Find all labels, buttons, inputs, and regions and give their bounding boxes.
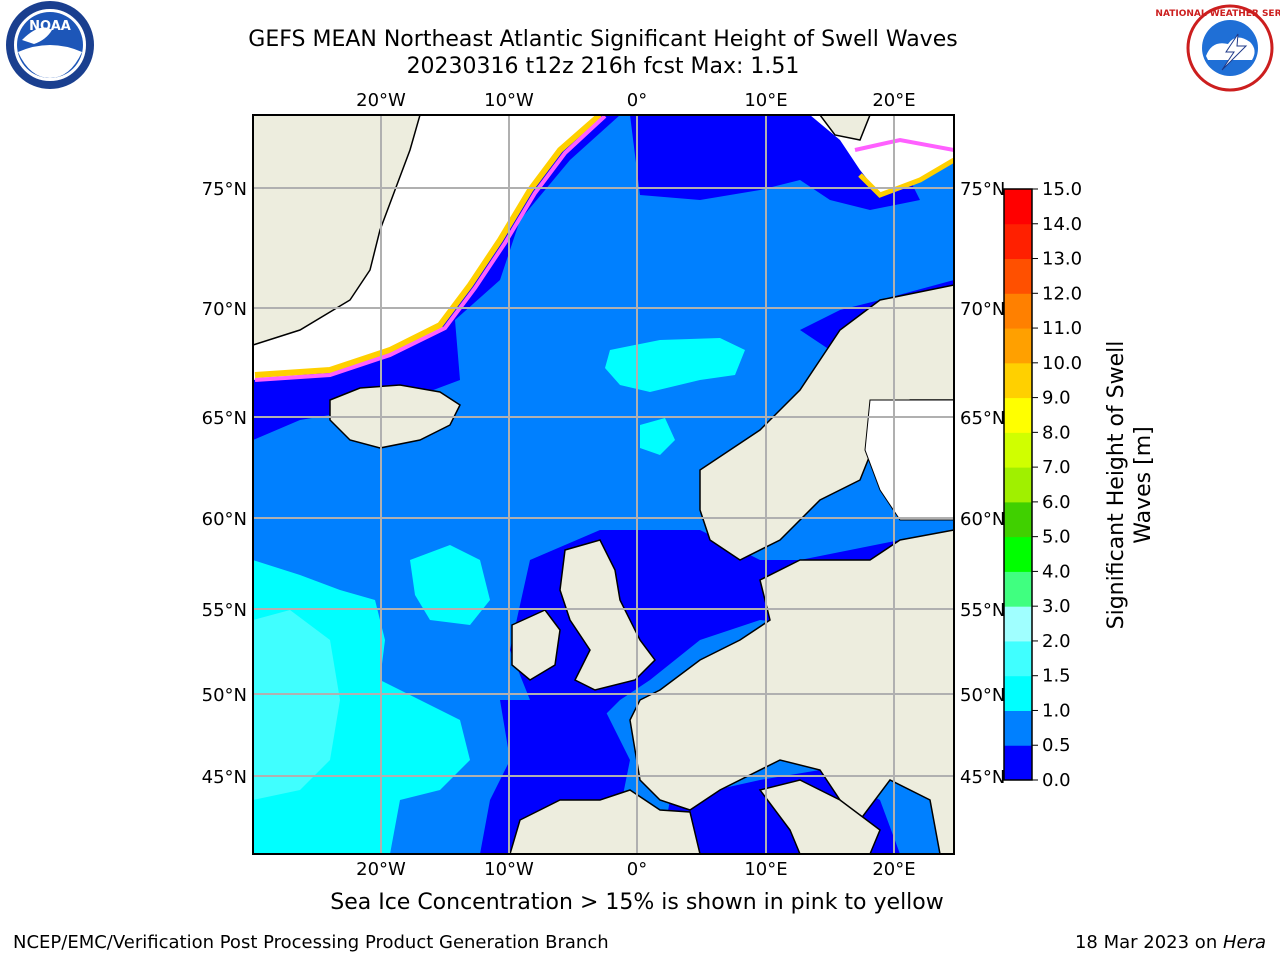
lat-label-right-65n: 65°N [960,408,1005,429]
lon-label-bottom-10e: 10°E [744,859,787,880]
colorbar-swatch [1004,640,1032,677]
colorbar-label-line2: Waves [m] [1131,426,1156,543]
colorbar-label-line1: Significant Height of Swell [1104,341,1129,630]
colorbar-tick-label: 1.0 [1042,700,1071,721]
colorbar-swatch [1004,189,1032,225]
lon-label-top-10w: 10°W [484,90,534,111]
land-svalbard [819,115,871,141]
lon-label-top-20e: 20°E [872,90,915,111]
colorbar-swatch [1004,432,1032,468]
lat-label-left-70n: 70°N [202,299,247,320]
colorbar-tick-label: 4.0 [1042,561,1071,582]
footer-date: 18 Mar 2023 on Hera [1075,932,1266,953]
lat-label-right-55n: 55°N [960,600,1005,621]
graticule [253,115,954,854]
colorbar-swatch [1004,571,1032,607]
lon-label-bottom-20e: 20°E [872,859,915,880]
lat-label-left-50n: 50°N [202,685,247,706]
swell-patch-norwegian-sea [605,338,745,392]
land-italy [758,779,881,854]
map-frame [252,114,955,855]
land-great-britain [559,539,656,691]
colorbar-tick-label: 0.0 [1042,770,1071,791]
land-unresolved-bothnia [864,399,954,521]
colorbar-tick-label: 13.0 [1042,249,1082,270]
lon-label-bottom-0: 0° [627,859,647,880]
lat-label-left-55n: 55°N [202,600,247,621]
colorbar-frame [1003,188,1033,781]
colorbar: 0.0 0.5 1.0 1.5 2.0 3.0 4.0 5.0 6.0 7.0 8.0 9.0 10.0… [1003,179,1082,791]
lat-label-left-65n: 65°N [202,408,247,429]
map-area [253,115,954,854]
swell-patch-faroe [640,418,675,455]
lon-label-bottom-10w: 10°W [484,859,534,880]
colorbar-swatch [1004,467,1032,503]
colorbar-tick-label: 1.5 [1042,666,1071,687]
colorbar-swatch [1004,710,1032,746]
lat-label-right-75n: 75°N [960,179,1005,200]
colorbar-swatch [1004,293,1032,329]
footer-host: Hera [1222,932,1266,953]
swell-patch-mid [410,545,490,625]
colorbar-tick-label: 6.0 [1042,492,1071,513]
colorbar-tick-label: 11.0 [1042,318,1082,339]
colorbar-tick-label: 9.0 [1042,388,1071,409]
land-iberia [509,789,701,854]
colorbar-swatch [1004,745,1032,781]
lat-label-right-60n: 60°N [960,509,1005,530]
colorbar-swatch [1004,328,1032,364]
lon-label-bottom-20w: 20°W [356,859,406,880]
colorbar-tick-label: 12.0 [1042,283,1082,304]
lat-label-right-50n: 50°N [960,685,1005,706]
colorbar-swatch [1004,258,1032,294]
lat-label-right-70n: 70°N [960,299,1005,320]
colorbar-swatch [1004,675,1032,711]
colorbar-tick-label: 3.0 [1042,596,1071,617]
colorbar-tick-label: 10.0 [1042,353,1082,374]
sea-ice-caption: Sea Ice Concentration > 15% is shown in … [330,890,944,915]
lat-label-right-45n: 45°N [960,767,1005,788]
colorbar-tick-label: 7.0 [1042,457,1071,478]
colorbar-tick-label: 5.0 [1042,527,1071,548]
noaa-logo-text: NOAA [29,19,71,34]
colorbar-swatch [1004,397,1032,433]
colorbar-swatch [1004,536,1032,572]
colorbar-swatch [1004,223,1032,260]
colorbar-tick-label: 15.0 [1042,179,1082,200]
nws-logo-icon: NATIONAL WEATHER SERVICE [1155,4,1280,92]
lon-label-top-10e: 10°E [744,90,787,111]
sea-ice-edge-outer [254,115,602,378]
colorbar-tick-label: 8.0 [1042,422,1071,443]
lat-label-left-60n: 60°N [202,509,247,530]
sea-ice-edge-inner [254,115,607,382]
land-greenland [253,115,421,346]
colorbar-swatch [1004,362,1032,399]
colorbar-swatch [1004,606,1032,642]
colorbar-tick-label: 14.0 [1042,214,1082,235]
chart-subtitle: 20230316 t12z 216h fcst Max: 1.51 [406,54,800,79]
colorbar-tick-label: 0.5 [1042,735,1071,756]
lon-label-top-0: 0° [627,90,647,111]
swell-high-area-core [253,610,340,800]
chart-title: GEFS MEAN Northeast Atlantic Significant… [248,27,958,52]
colorbar-tick-label: 2.0 [1042,631,1071,652]
footer-credit: NCEP/EMC/Verification Post Processing Pr… [13,932,609,953]
colorbar-swatch [1004,501,1032,538]
lat-label-left-75n: 75°N [202,179,247,200]
footer-date-text: 18 Mar 2023 on [1074,932,1223,953]
nws-logo-text: NATIONAL WEATHER SERVICE [1155,9,1280,19]
lat-label-left-45n: 45°N [202,767,247,788]
lon-label-top-20w: 20°W [356,90,406,111]
noaa-logo-icon: NOAA [6,1,94,89]
